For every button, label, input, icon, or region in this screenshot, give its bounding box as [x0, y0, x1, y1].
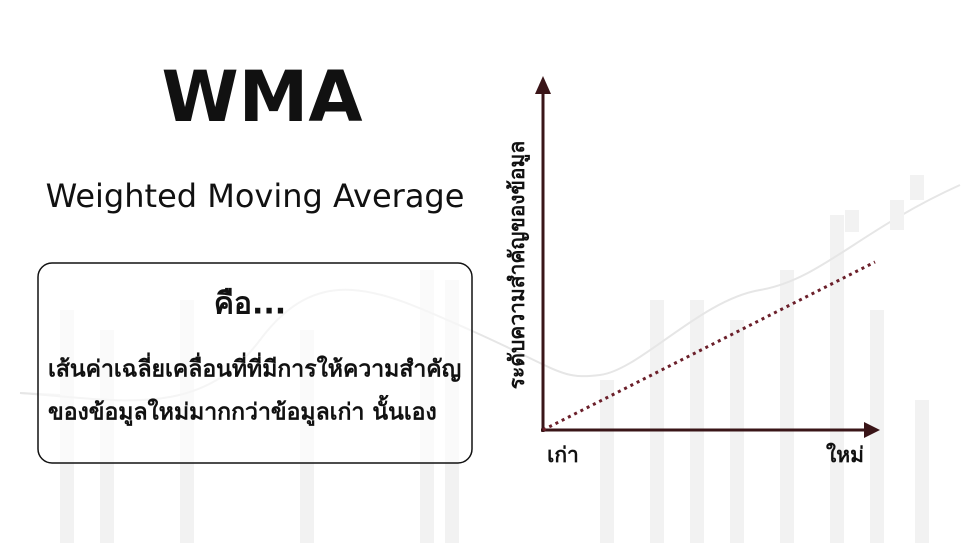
title: WMA [161, 56, 362, 138]
x-label-old: เก่า [547, 443, 579, 467]
definition-box [37, 262, 473, 464]
box-line: ของข้อมูลใหม่มากกว่าข้อมูลเก่า นั้นเอง [48, 395, 437, 427]
box-heading: คือ... [214, 287, 286, 322]
y-axis-label: ระดับความสำคัญของข้อมูล [505, 141, 531, 389]
trend-line [542, 260, 876, 432]
box-line: เส้นค่าเฉลี่ยเคลื่อนที่ที่มีการให้ความสำ… [48, 352, 461, 383]
subtitle: Weighted Moving Average [46, 177, 465, 215]
x-axis-arrow [864, 422, 880, 438]
x-label-new: ใหม่ [826, 442, 864, 467]
y-axis-arrow [535, 76, 551, 94]
